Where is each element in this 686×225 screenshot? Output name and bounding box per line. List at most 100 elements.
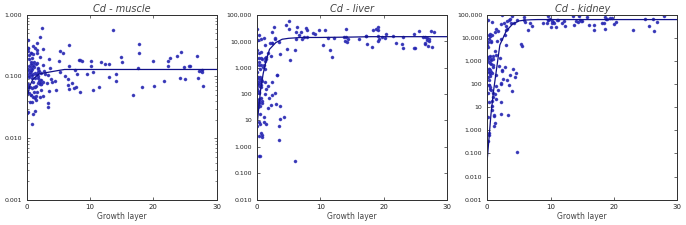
Point: [289, 49, 300, 52]
Point: [255, 77, 265, 81]
Point: [483, 55, 494, 59]
Point: [257, 80, 268, 83]
Point: [252, 75, 263, 79]
Point: [408, 32, 419, 36]
Point: [63, 64, 74, 68]
Point: [538, 21, 549, 25]
Point: [493, 88, 504, 92]
Point: [171, 54, 182, 57]
Point: [110, 72, 121, 76]
Point: [309, 32, 320, 36]
Point: [558, 20, 569, 23]
Point: [505, 22, 516, 25]
Point: [270, 37, 281, 41]
Point: [496, 101, 507, 104]
Point: [361, 35, 372, 38]
Point: [501, 19, 512, 23]
Point: [545, 25, 556, 29]
Point: [77, 59, 88, 63]
Point: [519, 15, 530, 18]
Point: [253, 97, 264, 101]
Point: [488, 91, 499, 94]
Point: [26, 56, 37, 59]
Point: [426, 45, 437, 49]
Point: [192, 54, 203, 58]
Point: [501, 27, 512, 31]
Point: [37, 81, 48, 84]
Point: [255, 67, 266, 70]
Point: [252, 38, 263, 42]
Point: [255, 96, 266, 99]
Point: [40, 72, 51, 76]
Point: [27, 64, 38, 68]
Point: [497, 68, 508, 72]
Point: [34, 79, 45, 83]
Point: [31, 72, 42, 76]
Point: [255, 81, 265, 84]
Point: [506, 89, 517, 92]
Point: [495, 112, 506, 116]
Point: [573, 20, 584, 24]
Point: [30, 94, 41, 98]
Point: [485, 34, 496, 38]
Point: [254, 91, 265, 95]
Point: [193, 76, 204, 79]
Point: [74, 90, 85, 93]
Point: [486, 63, 497, 66]
Point: [27, 112, 38, 116]
Point: [270, 91, 281, 94]
Point: [260, 87, 271, 91]
Point: [26, 93, 37, 97]
Point: [526, 24, 537, 28]
Point: [24, 85, 35, 89]
Point: [88, 70, 99, 73]
Point: [484, 133, 495, 137]
Point: [256, 63, 267, 67]
Point: [495, 38, 506, 41]
Point: [482, 115, 493, 119]
Point: [485, 74, 496, 77]
Point: [426, 29, 437, 33]
Point: [485, 87, 496, 90]
Point: [307, 31, 318, 34]
Point: [32, 90, 43, 94]
Point: [32, 41, 43, 45]
Point: [488, 124, 499, 128]
Point: [25, 72, 36, 75]
Point: [596, 21, 607, 25]
Point: [254, 98, 265, 102]
Point: [36, 26, 47, 30]
Point: [503, 114, 514, 117]
Point: [29, 61, 40, 64]
Point: [103, 75, 114, 79]
Point: [254, 33, 265, 37]
Point: [34, 79, 45, 82]
Point: [374, 37, 385, 41]
Point: [255, 86, 266, 89]
Point: [71, 86, 82, 89]
Point: [340, 27, 351, 31]
Point: [339, 35, 350, 39]
Point: [486, 88, 497, 92]
Point: [252, 103, 263, 107]
Point: [34, 69, 45, 73]
Point: [643, 25, 654, 28]
Point: [29, 85, 40, 89]
Point: [175, 77, 186, 80]
Point: [55, 49, 66, 52]
Point: [495, 82, 506, 86]
Point: [488, 115, 499, 118]
Point: [88, 88, 99, 92]
Point: [24, 57, 35, 60]
Point: [38, 47, 49, 51]
Point: [163, 59, 174, 63]
Point: [252, 124, 263, 128]
Point: [26, 68, 37, 71]
Point: [488, 58, 499, 61]
Point: [24, 72, 35, 75]
Point: [266, 42, 277, 45]
Point: [484, 100, 495, 104]
Point: [515, 42, 526, 46]
Point: [25, 69, 36, 72]
Point: [418, 35, 429, 38]
